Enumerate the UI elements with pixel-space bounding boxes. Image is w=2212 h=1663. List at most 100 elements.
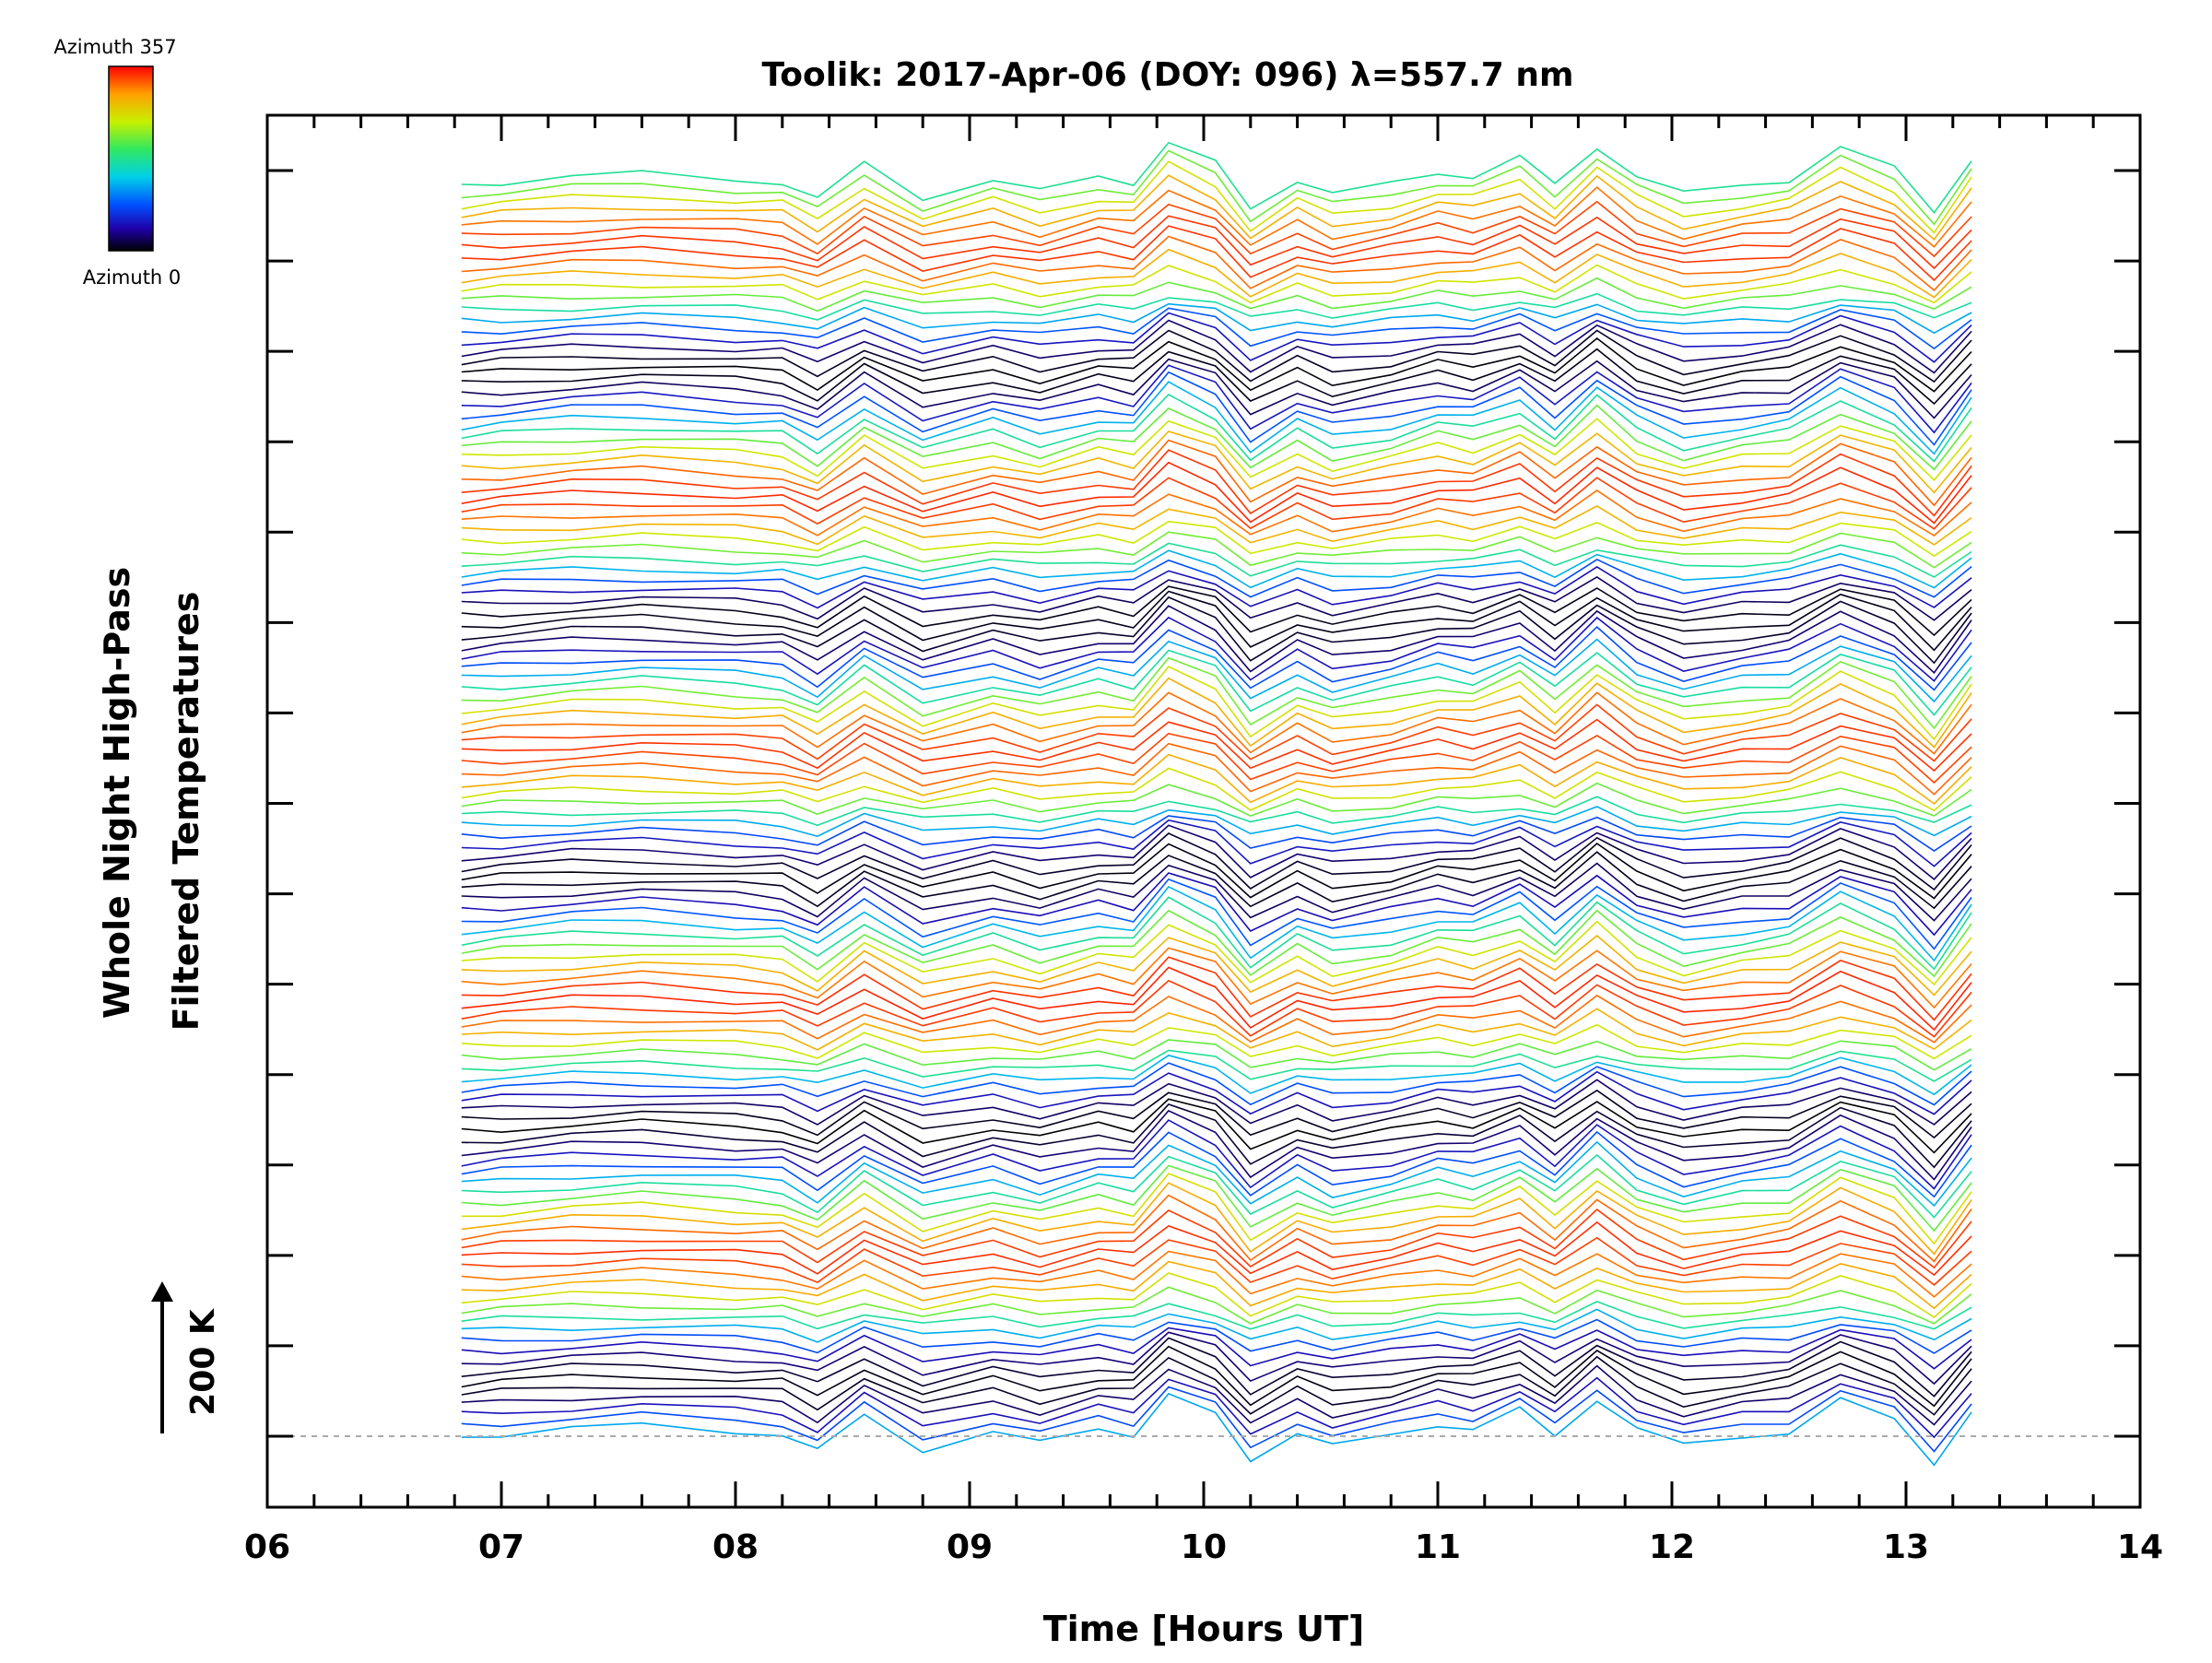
series-line bbox=[461, 439, 1972, 507]
series-line bbox=[461, 186, 1972, 248]
series-line bbox=[461, 520, 1972, 558]
series-line bbox=[461, 430, 1972, 494]
series-line bbox=[461, 862, 1972, 922]
series-line bbox=[461, 575, 1972, 621]
series-line bbox=[461, 1008, 1972, 1051]
series-line bbox=[461, 1039, 1972, 1071]
series-line bbox=[461, 796, 1972, 827]
x-tick-label: 11 bbox=[1415, 1528, 1461, 1566]
series-line bbox=[461, 934, 1972, 997]
x-tick-label: 09 bbox=[947, 1528, 993, 1566]
series-line bbox=[461, 312, 1972, 363]
x-tick-label: 13 bbox=[1883, 1528, 1929, 1566]
series-line bbox=[461, 248, 1972, 299]
series-line bbox=[461, 1318, 1972, 1354]
colorbar-bottom-label: Azimuth 0 bbox=[83, 266, 182, 289]
series-line bbox=[461, 235, 1972, 291]
series-line bbox=[461, 449, 1972, 517]
series-line bbox=[461, 329, 1972, 383]
series-line bbox=[461, 277, 1972, 313]
series-line bbox=[461, 819, 1972, 867]
series-line bbox=[461, 1130, 1972, 1198]
series-line bbox=[461, 1098, 1972, 1154]
series-line bbox=[461, 1173, 1972, 1245]
series-line bbox=[461, 1221, 1972, 1277]
colorbar bbox=[108, 65, 154, 252]
series-line bbox=[461, 979, 1972, 1038]
series-line bbox=[461, 336, 1972, 393]
series-line bbox=[461, 225, 1972, 282]
series-line bbox=[461, 1301, 1972, 1330]
series-line bbox=[461, 782, 1972, 817]
series-line bbox=[461, 1079, 1972, 1126]
series-line bbox=[461, 404, 1972, 471]
series-line bbox=[461, 141, 1972, 214]
series-line bbox=[461, 851, 1972, 910]
series-line bbox=[461, 994, 1972, 1044]
scale-bar-arrowhead bbox=[151, 1281, 173, 1302]
series-line bbox=[461, 649, 1972, 716]
series-line bbox=[461, 626, 1972, 691]
series-line bbox=[461, 394, 1972, 463]
series-line bbox=[461, 364, 1972, 434]
series-line bbox=[461, 504, 1972, 546]
scale-bar-label: 200 K bbox=[184, 1308, 222, 1416]
series-line bbox=[461, 1119, 1972, 1190]
x-tick-labels: 06 07 08 09 10 11 12 13 14 bbox=[244, 1528, 2163, 1566]
series-line bbox=[461, 418, 1972, 481]
series-line bbox=[461, 878, 1972, 950]
series-line bbox=[461, 1355, 1972, 1416]
series-line bbox=[461, 1337, 1972, 1398]
series-line bbox=[461, 1164, 1972, 1233]
series-line bbox=[461, 174, 1972, 241]
series-line bbox=[461, 1272, 1972, 1319]
series-line bbox=[461, 656, 1972, 730]
series-line bbox=[461, 149, 1972, 226]
series-line bbox=[461, 1153, 1972, 1219]
series-line bbox=[461, 1054, 1972, 1096]
series-line bbox=[461, 565, 1972, 609]
series-line bbox=[461, 1260, 1972, 1310]
series-line bbox=[461, 542, 1972, 578]
series-line bbox=[461, 1194, 1972, 1263]
series-line bbox=[461, 1286, 1972, 1325]
series-line bbox=[461, 832, 1972, 891]
series-line bbox=[461, 1109, 1972, 1181]
series-line bbox=[461, 909, 1972, 978]
series-line bbox=[461, 842, 1972, 900]
series-line bbox=[461, 956, 1972, 1021]
series-line bbox=[461, 718, 1972, 773]
series-line bbox=[461, 1250, 1972, 1298]
series-line bbox=[461, 381, 1972, 455]
series-line bbox=[461, 806, 1972, 838]
series-line bbox=[461, 307, 1972, 350]
y-axis-label-line1: Whole Night High-Pass bbox=[97, 567, 137, 1019]
series-line bbox=[461, 585, 1972, 637]
series-line bbox=[461, 1209, 1972, 1269]
series-line bbox=[461, 1327, 1972, 1370]
series-line bbox=[461, 489, 1972, 537]
series-line bbox=[461, 264, 1972, 304]
series-line bbox=[461, 767, 1972, 812]
series-line bbox=[461, 824, 1972, 880]
series-line bbox=[461, 638, 1972, 703]
series-line bbox=[461, 200, 1972, 258]
series-line bbox=[461, 596, 1972, 665]
series-line bbox=[461, 872, 1972, 937]
series-line bbox=[461, 1376, 1972, 1439]
series-line bbox=[461, 461, 1972, 525]
series-line bbox=[461, 477, 1972, 530]
series-line bbox=[461, 920, 1972, 986]
x-tick-label: 14 bbox=[2117, 1528, 2163, 1566]
series-line bbox=[461, 691, 1972, 755]
series-line bbox=[461, 1049, 1972, 1082]
x-axis-label: Time [Hours UT] bbox=[1043, 1609, 1365, 1649]
series-line bbox=[461, 605, 1972, 675]
series-line bbox=[461, 742, 1972, 796]
series-line bbox=[461, 1023, 1972, 1060]
series-line bbox=[461, 302, 1972, 335]
series-line bbox=[461, 1392, 1972, 1467]
series-line bbox=[461, 1308, 1972, 1343]
